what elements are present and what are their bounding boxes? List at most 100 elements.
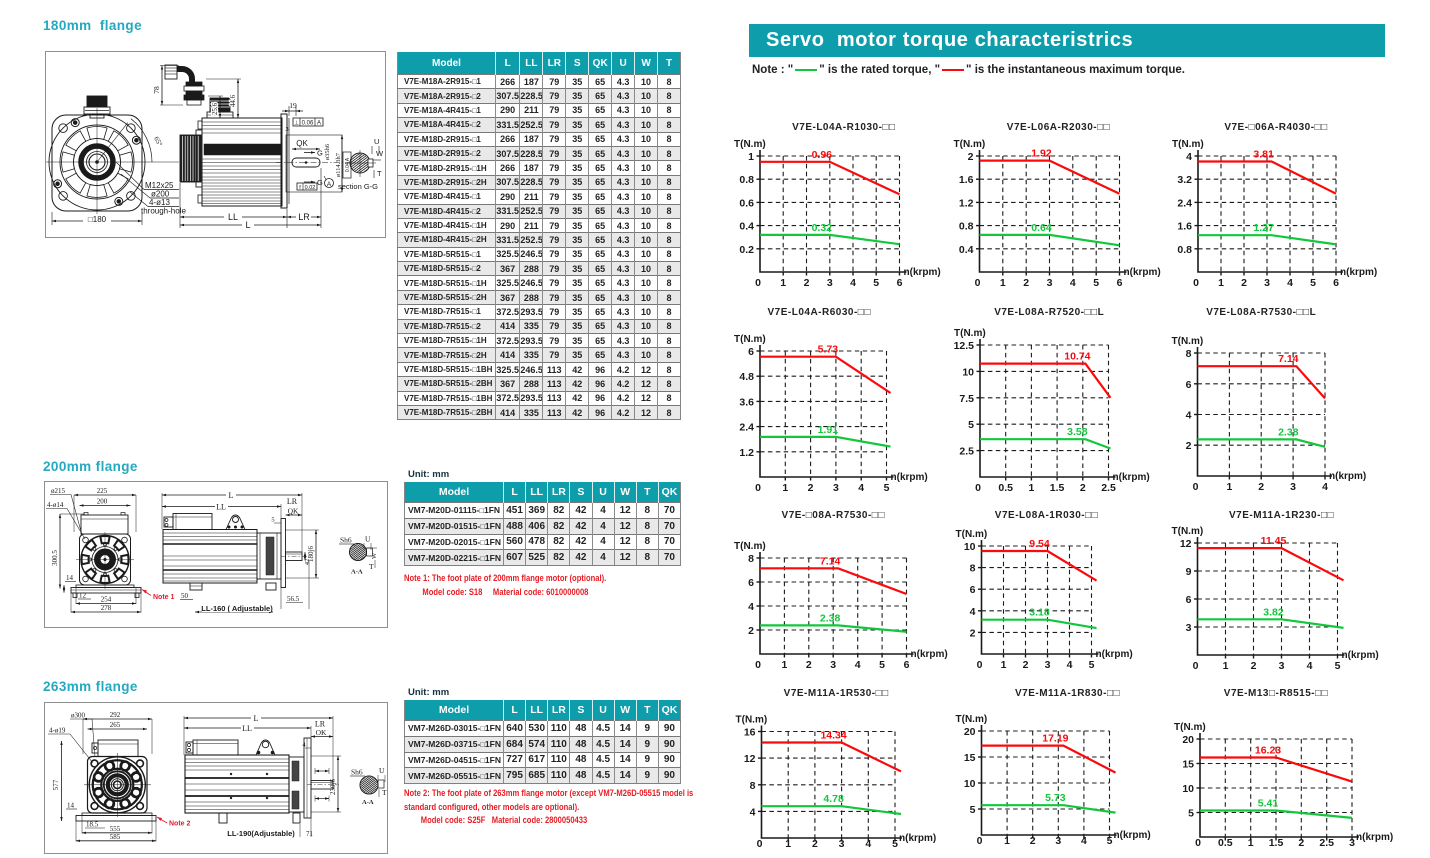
svg-text:8: 8 [1186,348,1192,360]
svg-text:V7E-□06A-R4030-□□: V7E-□06A-R4030-□□ [1224,122,1327,133]
svg-text:Note 2: Note 2 [169,821,191,828]
svg-text:25.6: 25.6 [211,102,219,115]
svg-text:0.96: 0.96 [812,149,833,161]
svg-text:T(N.m): T(N.m) [734,541,766,552]
svg-text:T(N.m): T(N.m) [736,715,768,726]
svg-text:0.04 A: 0.04 A [345,157,351,172]
svg-text:4-ø13: 4-ø13 [149,198,170,207]
svg-text:n(krpm): n(krpm) [1342,650,1379,661]
svg-text:4: 4 [1067,659,1073,671]
svg-text:10.74: 10.74 [1064,351,1090,363]
svg-text:3: 3 [1055,835,1061,847]
svg-text:1: 1 [1000,277,1006,289]
svg-text:L: L [254,714,259,723]
svg-text:10: 10 [962,366,974,378]
svg-text:20: 20 [1182,734,1194,746]
svg-text:6: 6 [748,577,754,589]
svg-text:n(krpm): n(krpm) [1356,832,1393,843]
svg-text:10: 10 [1182,783,1194,795]
svg-text:2.5: 2.5 [1319,837,1334,849]
svg-text:5: 5 [968,419,974,431]
svg-text:12: 12 [79,592,87,600]
svg-text:□180: □180 [88,215,107,224]
svg-text:1.91: 1.91 [818,424,839,436]
svg-text:2: 2 [1080,482,1086,494]
svg-text:15: 15 [964,752,976,764]
svg-text:0.2: 0.2 [739,244,754,256]
svg-text:T(N.m): T(N.m) [954,328,986,339]
svg-text:10: 10 [964,778,976,790]
svg-text:180j6: 180j6 [307,546,315,562]
svg-text:0: 0 [975,482,981,494]
svg-text:3.82: 3.82 [1263,606,1284,618]
svg-text:V7E-M13□-R8515-□□: V7E-M13□-R8515-□□ [1224,688,1328,699]
svg-text:n(krpm): n(krpm) [1096,649,1133,660]
svg-text:1: 1 [780,277,786,289]
svg-text:LL: LL [216,503,226,512]
svg-text:0: 0 [1193,660,1199,672]
svg-text:n(krpm): n(krpm) [899,833,936,844]
svg-text:A: A [327,181,332,188]
svg-text:1: 1 [1028,482,1034,494]
svg-text:0: 0 [1195,837,1201,849]
svg-text:2: 2 [1241,277,1247,289]
svg-text:6: 6 [970,584,976,596]
svg-text:78: 78 [152,86,161,94]
svg-text:T(N.m): T(N.m) [1174,722,1206,733]
svg-text:LR: LR [298,212,310,222]
svg-text:5.41: 5.41 [1258,798,1279,810]
svg-text:3.58: 3.58 [1067,426,1088,438]
svg-text:3.2: 3.2 [1177,174,1192,186]
svg-text:n(krpm): n(krpm) [1114,830,1151,841]
svg-text:1: 1 [781,659,787,671]
svg-text:56.5: 56.5 [287,595,300,603]
svg-text:2: 2 [1251,660,1257,672]
svg-text:44.6: 44.6 [229,94,237,107]
svg-text:0.64: 0.64 [1031,222,1052,234]
svg-text:2: 2 [812,838,818,850]
svg-text:4: 4 [750,806,756,818]
svg-text:5: 5 [1089,659,1095,671]
svg-text:T(N.m): T(N.m) [1172,336,1204,347]
svg-text:6: 6 [748,346,754,358]
svg-text:71: 71 [306,830,314,838]
svg-text:4: 4 [865,838,871,850]
svg-text:G: G [317,149,323,158]
svg-text:G: G [317,178,323,187]
svg-text:ø300: ø300 [71,712,86,720]
svg-text:14.34: 14.34 [820,730,846,742]
svg-text:V7E-M11A-1R530-□□: V7E-M11A-1R530-□□ [784,688,889,699]
svg-text:⊥: ⊥ [294,120,299,127]
svg-text:3: 3 [1349,837,1355,849]
svg-text:1.6: 1.6 [1177,221,1192,233]
svg-text:n(krpm): n(krpm) [891,472,928,483]
svg-text:0: 0 [755,277,761,289]
svg-text:5: 5 [873,277,879,289]
svg-text:0.32: 0.32 [812,222,833,234]
svg-text:10: 10 [964,541,976,553]
svg-text:2.4: 2.4 [739,422,754,434]
svg-text:4: 4 [1070,277,1076,289]
svg-text:n(krpm): n(krpm) [1113,472,1150,483]
svg-text:5: 5 [1107,835,1113,847]
svg-text:6: 6 [904,659,910,671]
svg-text:8: 8 [750,780,756,792]
svg-text:V7E-L04A-R1030-□□: V7E-L04A-R1030-□□ [792,122,895,133]
svg-text:4: 4 [1081,835,1087,847]
svg-text:3: 3 [1047,277,1053,289]
svg-text:T(N.m): T(N.m) [734,139,766,150]
svg-text:12: 12 [1180,538,1192,550]
svg-text:4-ø14: 4-ø14 [47,501,64,509]
svg-text:U: U [379,766,385,775]
svg-text:3: 3 [839,838,845,850]
svg-text:1: 1 [1218,277,1224,289]
svg-text:1.92: 1.92 [1031,148,1052,160]
svg-text:0.8: 0.8 [959,221,974,233]
svg-text:4: 4 [970,606,976,618]
svg-text:5.73: 5.73 [1045,792,1066,804]
svg-text:V7E-L08A-R7530-□□L: V7E-L08A-R7530-□□L [1206,307,1316,318]
svg-text:n(krpm): n(krpm) [1124,267,1161,278]
svg-text:T: T [382,788,387,797]
svg-text:0: 0 [977,659,983,671]
svg-text:QK: QK [288,507,299,516]
